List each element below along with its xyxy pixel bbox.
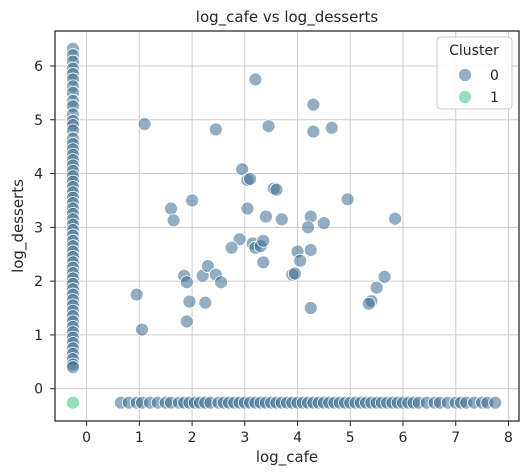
scatter-point-cluster-0: [129, 287, 144, 302]
legend-box: [436, 36, 513, 110]
scatter-point-cluster-0: [269, 182, 284, 197]
y-axis-label: log_desserts: [9, 179, 28, 273]
x-tick-label: 5: [346, 430, 355, 446]
chart-title: log_cafe vs log_desserts: [196, 8, 379, 27]
scatter-point-cluster-0: [135, 322, 149, 337]
scatter-point-cluster-0: [179, 314, 194, 329]
scatter-point-cluster-0: [164, 201, 178, 216]
x-tick-label: 8: [504, 430, 513, 446]
legend-label-0: 0: [490, 68, 499, 84]
scatter-points: [66, 41, 503, 410]
x-tick-label: 4: [293, 430, 302, 446]
scatter-point-cluster-0: [179, 275, 194, 290]
y-tick-label: 4: [34, 167, 43, 183]
y-tick-label: 0: [34, 382, 43, 398]
y-tick-label: 5: [34, 113, 43, 129]
scatter-point-cluster-0: [243, 172, 257, 186]
scatter-point-cluster-1: [66, 395, 80, 410]
scatter-point-cluster-0: [214, 275, 228, 290]
scatter-point-cluster-0: [261, 119, 276, 134]
x-tick-label: 1: [135, 430, 144, 446]
scatter-point-cluster-0: [201, 259, 215, 273]
scatter-point-cluster-0: [317, 216, 331, 230]
y-tick-label: 1: [34, 328, 43, 344]
scatter-point-cluster-0: [66, 360, 80, 375]
scatter-point-cluster-0: [301, 220, 315, 235]
scatter-point-cluster-0: [182, 294, 197, 309]
legend-title: Cluster: [449, 43, 499, 59]
scatter-point-cluster-0: [256, 233, 271, 248]
x-tick-label: 7: [451, 430, 460, 446]
scatter-point-cluster-0: [324, 120, 339, 135]
scatter-point-cluster-0: [377, 269, 392, 284]
legend-entries: 01: [458, 68, 499, 106]
scatter-point-cluster-0: [248, 72, 263, 87]
x-tick-label: 0: [82, 430, 91, 446]
scatter-point-cluster-0: [166, 213, 181, 228]
scatter-point-cluster-0: [224, 240, 239, 255]
y-tick-label: 2: [34, 274, 43, 290]
legend-label-1: 1: [490, 90, 499, 106]
scatter-point-cluster-0: [185, 193, 199, 208]
scatter-point-cluster-0: [361, 296, 376, 311]
scatter-point-cluster-0: [240, 201, 255, 216]
x-tick-label: 2: [188, 430, 197, 446]
scatter-point-cluster-0: [137, 117, 152, 131]
legend: Cluster 01: [436, 36, 513, 110]
scatter-point-cluster-0: [293, 253, 308, 268]
scatter-point-cluster-0: [369, 280, 384, 295]
legend-marker-1: [458, 90, 472, 104]
scatter-point-cluster-0: [288, 266, 302, 281]
scatter-point-cluster-0: [208, 122, 223, 137]
scatter-point-cluster-0: [198, 295, 213, 310]
scatter-point-cluster-0: [340, 192, 355, 207]
scatter-point-cluster-0: [274, 212, 289, 227]
x-tick-label: 6: [399, 430, 408, 446]
scatter-point-cluster-0: [488, 395, 503, 410]
scatter-point-cluster-0: [256, 255, 271, 270]
y-tick-label: 3: [34, 220, 43, 236]
legend-marker-0: [458, 68, 472, 82]
scatter-point-cluster-0: [306, 124, 321, 139]
scatter-point-cluster-0: [303, 301, 318, 315]
grid-lines: [55, 31, 519, 421]
scatter-point-cluster-0: [306, 97, 321, 112]
y-tick-label: 6: [34, 59, 43, 75]
scatter-point-cluster-0: [232, 232, 247, 247]
scatter-point-cluster-0: [303, 243, 318, 257]
x-axis-label: log_cafe: [256, 448, 318, 467]
plot-frame: [54, 30, 520, 422]
scatter-point-cluster-0: [259, 209, 273, 224]
scatter-point-cluster-0: [388, 211, 402, 226]
x-tick-label: 3: [240, 430, 249, 446]
